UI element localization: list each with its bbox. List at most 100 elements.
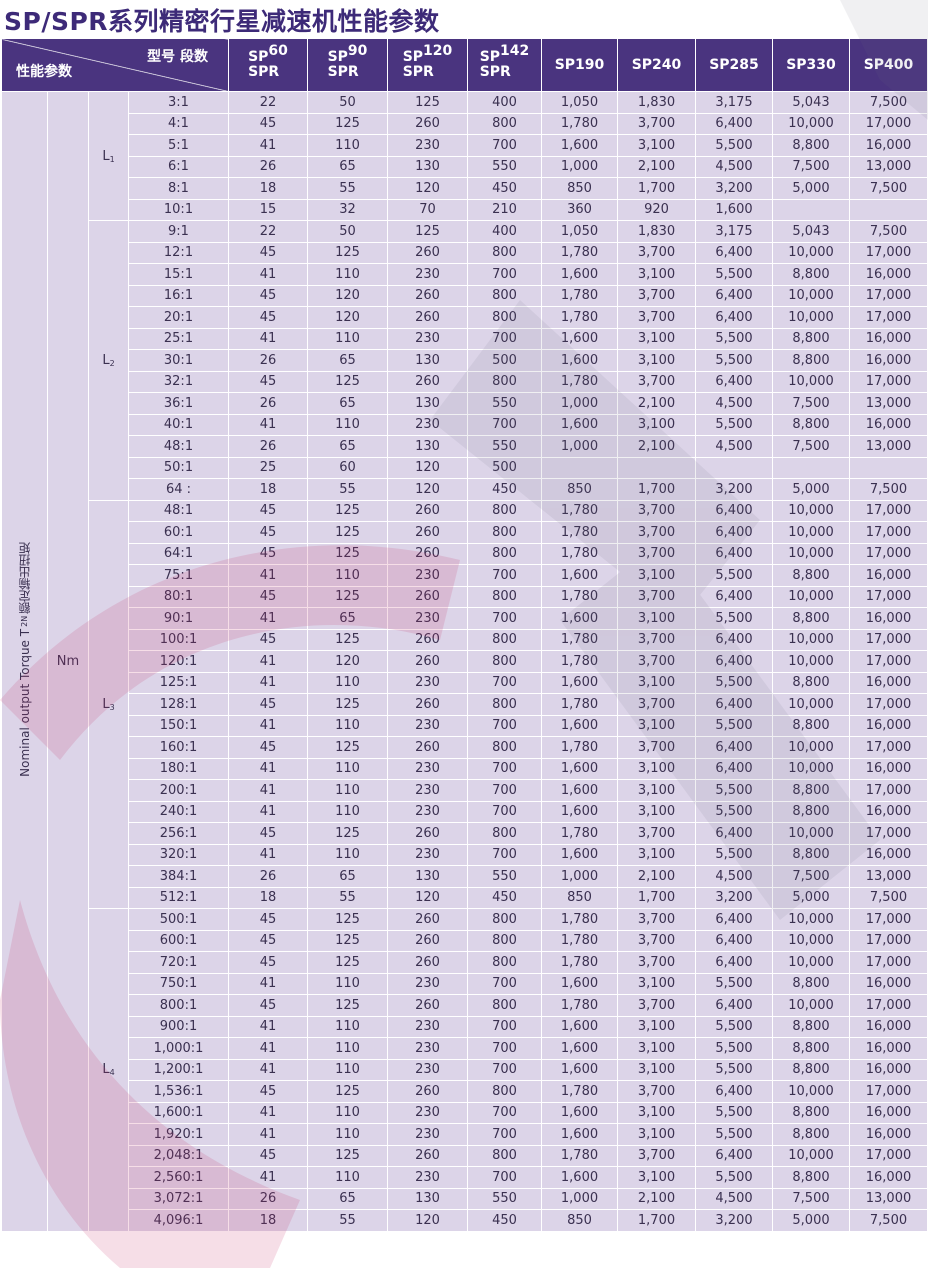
parameter-cn: 额定输出扭矩 [18, 541, 32, 618]
torque-cell: 70 [387, 198, 468, 221]
table-row: 10:1 15 32 70 210 360 920 1,600 [2, 198, 928, 221]
torque-cell: 1,780 [541, 585, 618, 608]
torque-cell: 6,400 [695, 284, 773, 307]
table-row: 900:1 41 110 230 700 1,600 3,100 5,500 8,800 16,0… [2, 1015, 928, 1038]
torque-cell: 3,700 [617, 1080, 696, 1103]
torque-cell: 700 [467, 263, 542, 286]
torque-cell: 360 [541, 198, 618, 221]
table-row: L2 9:1 22 50 125 400 1,050 1,830 3,175 5,043 7,500 [2, 220, 928, 501]
parameter-label: 性能参数 [16, 64, 72, 80]
torque-cell: 800 [467, 650, 542, 673]
torque-cell: 130 [387, 349, 468, 372]
torque-cell: 10,000 [772, 1080, 850, 1103]
table-row: 720:1 45 125 260 800 1,780 3,700 6,400 10,000 17,… [2, 951, 928, 974]
torque-cell: 2,100 [617, 155, 696, 178]
torque-cell: 8,800 [772, 800, 850, 823]
torque-cell: 800 [467, 542, 542, 565]
stage-sub: 4 [109, 1068, 115, 1078]
stage-sub: 3 [109, 702, 115, 712]
model-size: 60 [268, 43, 288, 59]
torque-cell: 45 [228, 241, 308, 264]
torque-cell: 10,000 [772, 929, 850, 952]
torque-cell: 7,500 [849, 91, 928, 114]
torque-cell: 10,000 [772, 499, 850, 522]
torque-cell: 3,700 [617, 929, 696, 952]
torque-cell: 800 [467, 929, 542, 952]
torque-cell: 110 [307, 1123, 388, 1146]
ratio-cell: 40:1 [128, 413, 229, 436]
torque-cell: 3,200 [695, 177, 773, 200]
torque-cell: 3,100 [617, 671, 696, 694]
stage-cell: L4 [88, 908, 129, 1232]
torque-cell: 230 [387, 327, 468, 350]
torque-cell: 41 [228, 1058, 308, 1081]
torque-cell: 230 [387, 779, 468, 802]
torque-cell: 22 [228, 220, 308, 243]
torque-cell: 260 [387, 521, 468, 544]
ratio-cell: 256:1 [128, 822, 229, 845]
torque-cell: 16,000 [849, 263, 928, 286]
torque-cell: 10,000 [772, 542, 850, 565]
stage-cell: L2 [88, 220, 129, 501]
torque-cell: 1,830 [617, 91, 696, 114]
torque-cell: 110 [307, 1166, 388, 1189]
model-header: SP400 [849, 38, 928, 92]
torque-cell: 260 [387, 628, 468, 651]
ratio-cell: 240:1 [128, 800, 229, 823]
torque-cell: 1,000 [541, 435, 618, 458]
torque-cell: 8,800 [772, 413, 850, 436]
torque-cell: 1,600 [541, 349, 618, 372]
torque-cell: 17,000 [849, 822, 928, 845]
ratio-cell: 125:1 [128, 671, 229, 694]
torque-cell: 3,100 [617, 1101, 696, 1124]
torque-cell: 16,000 [849, 134, 928, 157]
ratio-cell: 1,920:1 [128, 1123, 229, 1146]
torque-cell: 5,500 [695, 779, 773, 802]
torque-cell: 450 [467, 1209, 542, 1232]
table-row: 600:1 45 125 260 800 1,780 3,700 6,400 10,000 17,… [2, 929, 928, 952]
torque-cell: 1,050 [541, 220, 618, 243]
torque-cell: 7,500 [772, 865, 850, 888]
ratio-cell: 180:1 [128, 757, 229, 780]
torque-cell: 16,000 [849, 972, 928, 995]
torque-cell: 18 [228, 1209, 308, 1232]
torque-cell: 5,043 [772, 91, 850, 114]
torque-cell: 13,000 [849, 435, 928, 458]
torque-cell: 1,000 [541, 155, 618, 178]
torque-cell: 6,400 [695, 370, 773, 393]
torque-cell: 110 [307, 1015, 388, 1038]
torque-cell: 10,000 [772, 1144, 850, 1167]
torque-cell: 800 [467, 994, 542, 1017]
corner-header: 型号 段数 性能参数 [1, 38, 229, 92]
torque-cell: 60 [307, 456, 388, 479]
ratio-cell: 50:1 [128, 456, 229, 479]
torque-cell: 1,600 [541, 327, 618, 350]
torque-cell: 450 [467, 177, 542, 200]
torque-cell: 120 [307, 284, 388, 307]
torque-cell: 260 [387, 693, 468, 716]
torque-cell: 230 [387, 607, 468, 630]
stage-cell: L1 [88, 91, 129, 221]
torque-cell: 5,500 [695, 1058, 773, 1081]
torque-cell: 26 [228, 349, 308, 372]
torque-cell: 3,700 [617, 1144, 696, 1167]
table-row: 25:1 41 110 230 700 1,600 3,100 5,500 8,800 16,00… [2, 327, 928, 350]
torque-cell: 1,600 [541, 671, 618, 694]
torque-cell: 41 [228, 263, 308, 286]
torque-cell: 800 [467, 908, 542, 931]
torque-cell: 5,000 [772, 177, 850, 200]
torque-cell: 22 [228, 91, 308, 114]
torque-cell: 45 [228, 994, 308, 1017]
torque-cell: 6,400 [695, 521, 773, 544]
torque-cell: 3,100 [617, 1037, 696, 1060]
torque-cell: 550 [467, 392, 542, 415]
ratio-cell: 4:1 [128, 112, 229, 135]
torque-cell: 3,100 [617, 1123, 696, 1146]
torque-cell: 3,175 [695, 91, 773, 114]
torque-cell: 800 [467, 822, 542, 845]
table-row: 1,600:1 41 110 230 700 1,600 3,100 5,500 8,800 16… [2, 1101, 928, 1124]
torque-cell: 125 [307, 1080, 388, 1103]
torque-cell: 3,700 [617, 908, 696, 931]
model-line1: SP [248, 49, 269, 65]
torque-cell: 16,000 [849, 1058, 928, 1081]
